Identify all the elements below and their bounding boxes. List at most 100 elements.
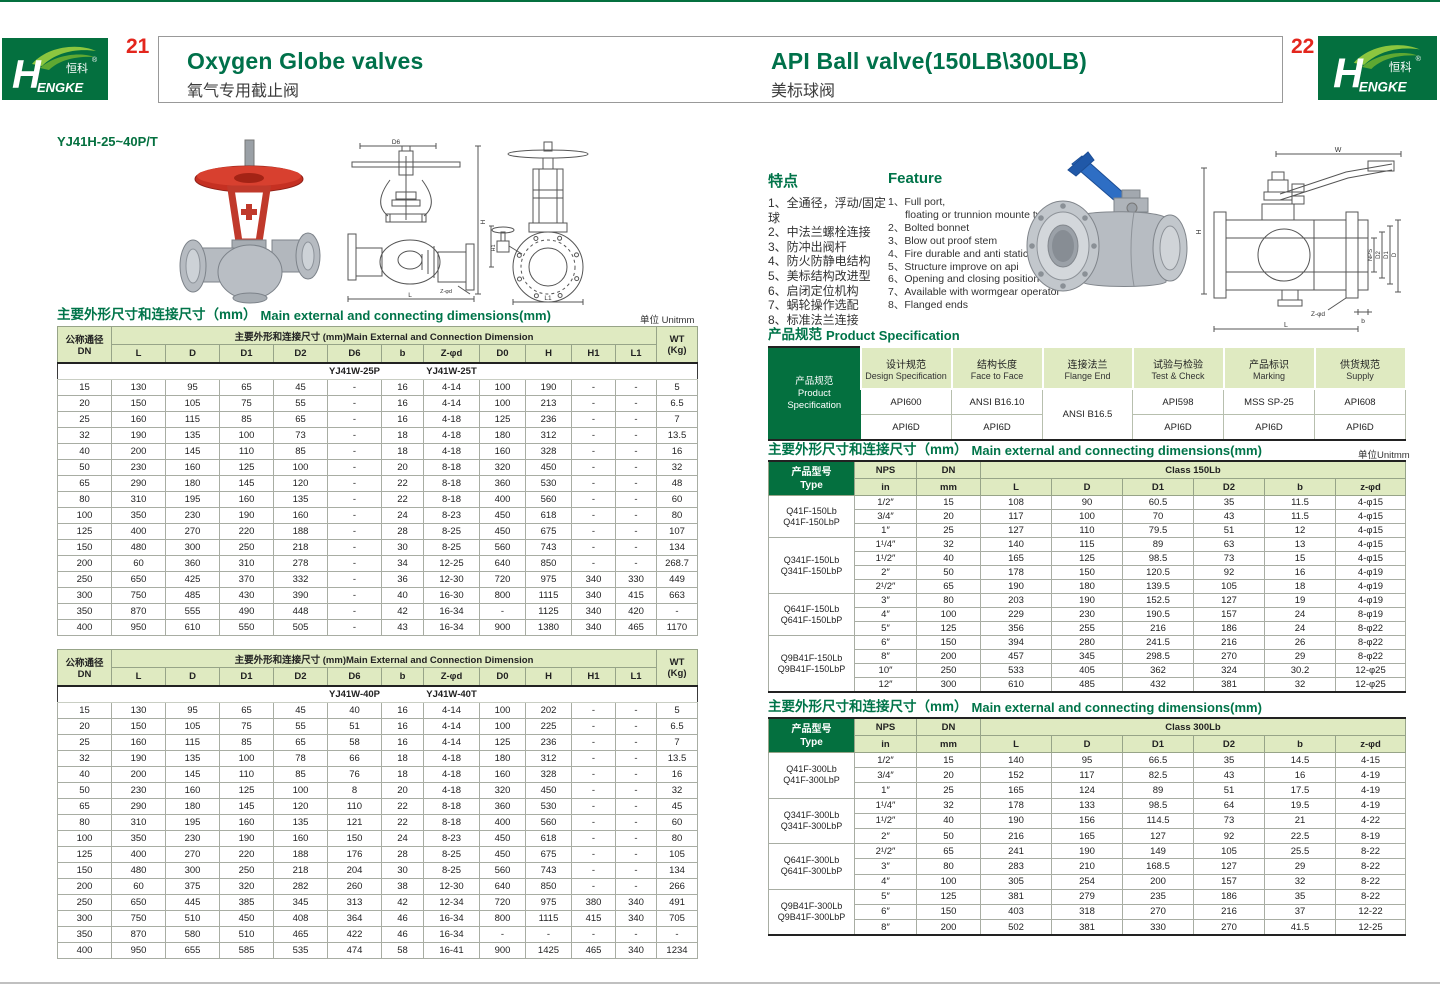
type-header: 产品型号 Type bbox=[768, 717, 855, 753]
span-header: 主要外形和连接尺寸 (mm)Main External and Connecti… bbox=[111, 649, 657, 668]
left-tables: 公称通径 DN 主要外形和连接尺寸 (mm)Main External and C… bbox=[57, 326, 698, 959]
table-cell: 16 bbox=[381, 395, 424, 412]
table-cell: 76 bbox=[327, 766, 382, 783]
dn-header: 公称通径 DN bbox=[57, 649, 112, 687]
table-cell: 4-φ19 bbox=[1334, 579, 1407, 594]
table-cell: 8-22 bbox=[1334, 888, 1407, 905]
type-label: Q341F-150Lb bbox=[783, 554, 840, 565]
table-cell: 405 bbox=[1051, 663, 1123, 678]
table-cell: 585 bbox=[219, 942, 274, 959]
table-cell: 65 bbox=[916, 843, 981, 860]
table-cell: - bbox=[327, 603, 382, 620]
table-row: 32 190 135 100 73-18 4-18 180 312- -13.5 bbox=[57, 427, 698, 444]
dim-col-header: Z-φd bbox=[423, 667, 480, 687]
table-cell: 190 bbox=[219, 507, 274, 524]
table-subheader-row: L D D1 D2 D6 b Z-φd D0 H H1 L1 bbox=[58, 344, 698, 364]
spec-cell: API600 bbox=[860, 388, 952, 415]
table-cell: 32 bbox=[656, 459, 698, 476]
table-row: Q9B41F-150Lb Q9B41F-150LbP 6″ 150 394 280 241.… bbox=[768, 635, 1407, 693]
logo-rest: ENGKE bbox=[37, 80, 84, 95]
table-cell: 51 bbox=[1193, 523, 1265, 538]
table-cell: 150 bbox=[57, 539, 112, 556]
dims150-table: 产品型号 Type NPS DN Class 150Lb in mm L D D1 D2… bbox=[768, 460, 1407, 693]
table-cell: 45 bbox=[273, 379, 328, 396]
table-cell: 1″ bbox=[854, 782, 917, 799]
hengke-logo-icon: H ENGKE 恒科 ® bbox=[12, 46, 98, 97]
table-cell: 90 bbox=[1051, 495, 1123, 510]
table-cell: 5″ bbox=[854, 621, 917, 636]
table-cell: 720 bbox=[479, 894, 526, 911]
table-cell: 530 bbox=[525, 475, 572, 492]
table-row: 15 130 95 65 45 40 16 4-14 100 202- -5 bbox=[57, 702, 698, 719]
table-cell: 65 bbox=[57, 798, 112, 815]
table-cell: 1115 bbox=[525, 587, 572, 604]
dim-label-w: W bbox=[1335, 147, 1342, 154]
table-cell: 135 bbox=[273, 491, 328, 508]
table-cell: 12-30 bbox=[423, 571, 480, 588]
table-cell: 216 bbox=[1193, 903, 1265, 921]
table-cell: 105 bbox=[656, 846, 698, 863]
table-cell: 139.5 bbox=[1122, 579, 1194, 594]
table-cell: 465 bbox=[273, 926, 328, 943]
table-row: 80 310 195 160 135 121 22 8-18 400 560- -60 bbox=[57, 814, 698, 831]
spec-cell: API6D bbox=[1314, 414, 1406, 441]
table-cell: 152 bbox=[980, 767, 1052, 784]
table-subheader-row: in mm L D D1 D2 b z-φd bbox=[769, 478, 1407, 496]
table-cell: 204 bbox=[327, 862, 382, 879]
table-cell: 100 bbox=[916, 873, 981, 890]
table-cell: 220 bbox=[219, 846, 274, 863]
table-cell: 278 bbox=[273, 555, 328, 572]
table-cell: 310 bbox=[219, 555, 274, 572]
table-cell: 8-22 bbox=[1334, 873, 1407, 890]
table-cell: 560 bbox=[525, 491, 572, 508]
table-cell: 340 bbox=[571, 603, 616, 620]
table-cell: 330 bbox=[1122, 919, 1194, 936]
table-cell: 502 bbox=[980, 919, 1052, 936]
dim-col-header: b bbox=[381, 344, 424, 364]
table-cell: - bbox=[571, 507, 616, 524]
dims300-table: 产品型号 Type NPS DN Class 300Lb in mm L D D1 D2… bbox=[768, 717, 1407, 937]
table-cell: 46 bbox=[381, 910, 424, 927]
table-cell: - bbox=[615, 443, 657, 460]
table-cell: 474 bbox=[327, 942, 382, 959]
hengke-logo: H ENGKE 恒科 ® bbox=[2, 38, 108, 100]
dim-col-header: b bbox=[1264, 735, 1336, 753]
table-cell: 121 bbox=[327, 814, 382, 831]
type-label: Q641F-300Lb bbox=[783, 855, 840, 866]
table-cell: 160 bbox=[111, 734, 166, 751]
dim-label-d6: D6 bbox=[392, 139, 401, 146]
table-cell: - bbox=[571, 523, 616, 540]
dims300-section-title: 主要外形尺寸和连接尺寸（mm） Main external and connec… bbox=[768, 695, 1262, 715]
table-cell: - bbox=[571, 926, 616, 943]
table-cell: - bbox=[615, 878, 657, 895]
table-cell bbox=[57, 363, 328, 380]
table-cell: 11.5 bbox=[1264, 509, 1336, 524]
type-label: Q41F-300LbP bbox=[783, 775, 840, 786]
table-cell: - bbox=[571, 555, 616, 572]
table-cell: 110 bbox=[219, 766, 274, 783]
table-cell: 400 bbox=[111, 846, 166, 863]
table-cell: 535 bbox=[273, 942, 328, 959]
table-cell: 555 bbox=[165, 603, 220, 620]
table-cell: - bbox=[571, 702, 616, 719]
table-cell: 1/2″ bbox=[854, 751, 917, 769]
spec-cell: ANSI B16.10 bbox=[951, 388, 1043, 415]
table-cell: 650 bbox=[111, 894, 166, 911]
table-cell: 180 bbox=[165, 475, 220, 492]
table-row: 65 290 180 145 120-22 8-18 360 530- -48 bbox=[57, 475, 698, 492]
table-cell: 290 bbox=[111, 798, 166, 815]
table-cell: 3/4″ bbox=[854, 509, 917, 524]
table-cell: 80 bbox=[57, 491, 112, 508]
table-cell: 48 bbox=[656, 475, 698, 492]
table-cell: 40 bbox=[381, 587, 424, 604]
spec-data-row: API6D API6D API6D API6D API6D bbox=[769, 414, 1406, 441]
table-cell: 650 bbox=[111, 571, 166, 588]
table-cell: 70 bbox=[1122, 509, 1194, 524]
table-cell: 40 bbox=[916, 551, 981, 566]
table-cell: - bbox=[615, 782, 657, 799]
table-cell: 4-φ15 bbox=[1334, 509, 1407, 524]
table-cell: 8-φ22 bbox=[1334, 621, 1407, 636]
table-cell: 95 bbox=[1051, 751, 1123, 769]
table-cell: 55 bbox=[273, 395, 328, 412]
dim-col-header: D2 bbox=[273, 344, 328, 364]
